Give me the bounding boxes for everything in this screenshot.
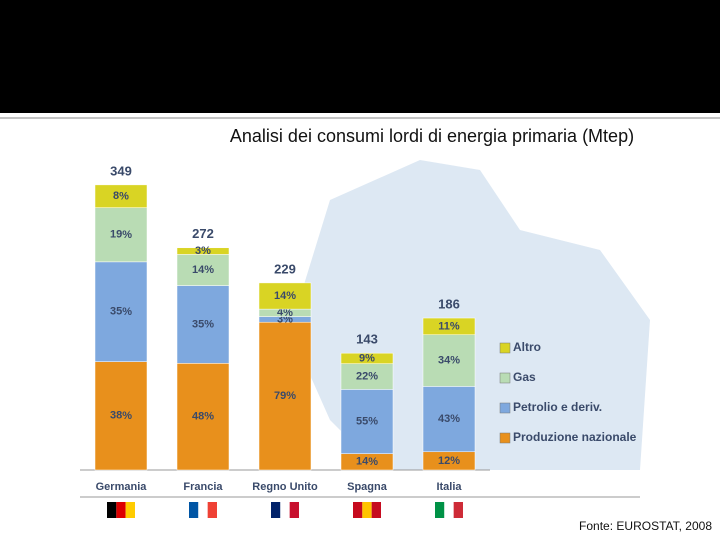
total-label: 272 [192,226,214,241]
legend-swatch [499,432,511,444]
segment-label: 14% [274,290,296,302]
flag [435,502,445,518]
segment-label: 3% [195,245,211,257]
flag [107,502,117,518]
legend-swatch [499,372,511,384]
segment-label: 22% [356,370,378,382]
total-label: 229 [274,261,296,276]
flag [289,502,299,518]
flag [362,502,372,518]
legend-swatch [499,342,511,354]
category-label: Italia [436,481,462,493]
legend-label: Petrolio e deriv. [513,400,602,414]
legend-label: Produzione nazionale [513,430,637,444]
flag [125,502,135,518]
flag [453,502,463,518]
segment-label: 12% [438,455,460,467]
bar-segment [94,184,148,208]
bar-segment [176,285,230,364]
segment-label: 43% [438,413,460,425]
legend-swatch [499,402,511,414]
segment-label: 35% [110,306,132,318]
total-label: 186 [438,296,460,311]
segment-label: 48% [192,411,214,423]
flag [271,502,281,518]
chart-title: Analisi dei consumi lordi di energia pri… [230,126,634,146]
segment-label: 19% [110,229,132,241]
flag [116,502,126,518]
total-label: 349 [110,163,132,178]
segment-label: 8% [113,190,129,202]
bar-segment [422,334,476,387]
bar-segment [340,352,394,364]
total-label: 143 [356,332,378,347]
segment-label: 14% [192,264,214,276]
segment-label: 34% [438,354,460,366]
category-label: Francia [183,481,223,493]
bar-segment [340,363,394,390]
segment-label: 55% [356,415,378,427]
segment-label: 4% [277,307,293,319]
flag [371,502,381,518]
bar-segment [176,247,230,255]
flag [198,502,208,518]
source: Fonte: EUROSTAT, 2008 [579,519,712,533]
flag [353,502,363,518]
bar-segment [176,254,230,286]
flag [189,502,199,518]
category-label: Spagna [347,481,388,493]
bar-segment [94,361,148,471]
flag [207,502,217,518]
category-label: Regno Unito [252,481,318,493]
bar-segment [422,317,476,336]
bar-segment [258,282,312,310]
segment-label: 79% [274,390,296,402]
category-label: Germania [96,481,148,493]
bar-segment [176,363,230,471]
segment-label: 9% [359,352,375,364]
segment-label: 38% [110,410,132,422]
header-band [0,0,720,113]
segment-label: 35% [192,318,214,330]
bar-segment [340,389,394,454]
flag [280,502,290,518]
legend-label: Altro [513,340,541,354]
legend-label: Gas [513,370,536,384]
segment-label: 14% [356,456,378,468]
flag [444,502,454,518]
bar-segment [94,207,148,263]
segment-label: 11% [438,320,460,332]
